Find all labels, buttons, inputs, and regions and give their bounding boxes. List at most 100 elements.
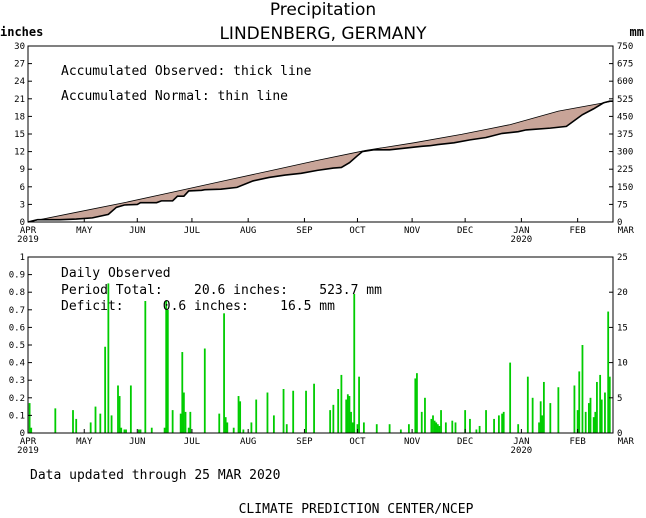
daily-precip-bar — [399, 429, 402, 433]
daily-precip-bar — [592, 417, 595, 433]
accumulated-observed-line — [27, 100, 613, 223]
bottom-x-tick-label: MAY — [76, 437, 93, 447]
top-x-tick-label: FEB — [570, 226, 586, 236]
daily-precip-bar — [436, 424, 439, 433]
bottom-x-tick-label: NOV — [404, 437, 421, 447]
daily-precip-bar — [203, 348, 206, 433]
daily-precip-bar — [28, 403, 31, 433]
daily-precip-bar — [454, 422, 457, 433]
daily-precip-bar — [420, 411, 423, 433]
daily-precip-bar — [600, 399, 603, 433]
daily-precip-bar — [266, 392, 269, 433]
daily-precip-bar — [438, 425, 441, 433]
daily-precip-bar — [539, 401, 542, 433]
bottom-x-tick-label: JAN — [513, 437, 529, 447]
bottom-y2-tick-label: 20 — [617, 288, 628, 298]
top-annotation-normal: Accumulated Normal: thin line — [61, 89, 288, 104]
daily-precip-bar — [104, 346, 107, 433]
daily-precip-bar — [30, 427, 33, 433]
top-x-tick-label: MAY — [76, 226, 93, 236]
daily-precip-bar — [189, 411, 192, 433]
bottom-y-tick-label: 0.4 — [9, 359, 25, 369]
bottom-y-tick-label: 0.1 — [9, 411, 25, 421]
daily-precip-bar — [584, 411, 587, 433]
daily-precip-bar — [123, 429, 126, 433]
observed-normal-difference-area — [28, 101, 613, 222]
daily-precip-bar — [72, 410, 74, 433]
daily-precip-bar — [163, 427, 166, 433]
daily-precip-bar — [435, 422, 438, 433]
daily-precip-bar — [416, 373, 418, 433]
daily-precip-bar — [282, 389, 285, 433]
daily-precip-bar — [54, 408, 57, 433]
daily-precip-bar — [589, 397, 592, 433]
top-y-tick-label: 21 — [14, 95, 25, 105]
footer-updated: Data updated through 25 MAR 2020 — [30, 468, 280, 483]
top-y2-tick-label: 450 — [617, 112, 633, 122]
daily-precip-bar — [464, 410, 467, 433]
footer-credit: CLIMATE PREDICTION CENTER/NCEP — [239, 502, 474, 517]
daily-precip-bar — [594, 411, 597, 433]
daily-precip-bar — [607, 311, 610, 433]
daily-precip-bar — [226, 422, 229, 433]
bottom-x-year-label: 2020 — [511, 446, 533, 456]
bottom-y2-tick-label: 0 — [617, 429, 622, 439]
daily-precip-bar — [242, 429, 245, 433]
daily-precip-bar — [171, 410, 174, 433]
bottom-x-tick-label: FEB — [570, 437, 586, 447]
daily-precip-bar — [596, 381, 598, 433]
daily-precip-bar — [497, 415, 500, 433]
top-y-tick-label: 15 — [14, 130, 25, 140]
daily-precip-bar — [166, 309, 169, 433]
daily-precip-bar — [337, 389, 340, 433]
top-x-tick-label: NOV — [404, 226, 421, 236]
bottom-y-tick-label: 0.8 — [9, 288, 25, 298]
daily-precip-bar — [573, 385, 576, 433]
daily-precip-bar — [125, 429, 127, 433]
top-x-year-label: 2019 — [17, 235, 39, 245]
bottom-y2-tick-label: 10 — [617, 359, 628, 369]
top-x-tick-label: AUG — [240, 226, 256, 236]
daily-precip-bar — [292, 390, 295, 433]
daily-precip-bar — [239, 401, 242, 433]
bottom-x-tick-label: JUL — [184, 437, 200, 447]
daily-precip-bar — [313, 383, 315, 433]
daily-precip-bar — [75, 418, 78, 433]
bottom-y2-tick-label: 5 — [617, 394, 622, 404]
daily-precip-bar — [137, 429, 140, 433]
daily-precip-bar — [250, 422, 253, 433]
daily-precip-bar — [139, 429, 142, 433]
bottom-y-tick-label: 0.3 — [9, 376, 25, 386]
daily-precip-bar — [526, 376, 529, 433]
daily-precip-bar — [375, 424, 378, 433]
daily-precip-bar — [129, 385, 132, 433]
top-x-tick-label: MAR — [618, 226, 635, 236]
bottom-y2-tick-label: 15 — [617, 323, 628, 333]
daily-precip-bar — [348, 396, 351, 433]
bottom-x-tick-label: OCT — [349, 437, 366, 447]
daily-precip-bar — [475, 429, 478, 433]
bottom-y-tick-label: 0.6 — [9, 323, 25, 333]
top-y-tick-label: 18 — [14, 112, 25, 122]
bottom-x-tick-label: DEC — [457, 437, 473, 447]
top-x-tick-label: JAN — [513, 226, 529, 236]
daily-precip-bar — [485, 410, 487, 433]
daily-precip-bar — [493, 418, 495, 433]
daily-precip-bar — [165, 301, 168, 433]
top-y2-tick-label: 375 — [617, 130, 633, 140]
daily-precip-bar — [388, 424, 391, 433]
daily-precip-bar — [542, 381, 545, 433]
daily-precip-bar — [346, 394, 349, 433]
daily-precip-bar — [451, 420, 454, 433]
daily-precip-bar — [345, 399, 348, 433]
bottom-x-tick-label: JUN — [129, 437, 145, 447]
daily-precip-bar — [517, 424, 520, 433]
top-y2-tick-label: 675 — [617, 60, 633, 70]
top-y2-tick-label: 300 — [617, 148, 633, 158]
top-annotation-observed: Accumulated Observed: thick line — [61, 64, 312, 79]
daily-precip-bar — [478, 425, 481, 433]
bottom-y-tick-label: 0.9 — [9, 271, 25, 281]
bottom-annotation-deficit: Deficit: 0.6 inches: 16.5 mm — [61, 299, 335, 314]
bottom-y-tick-label: 0.5 — [9, 341, 25, 351]
